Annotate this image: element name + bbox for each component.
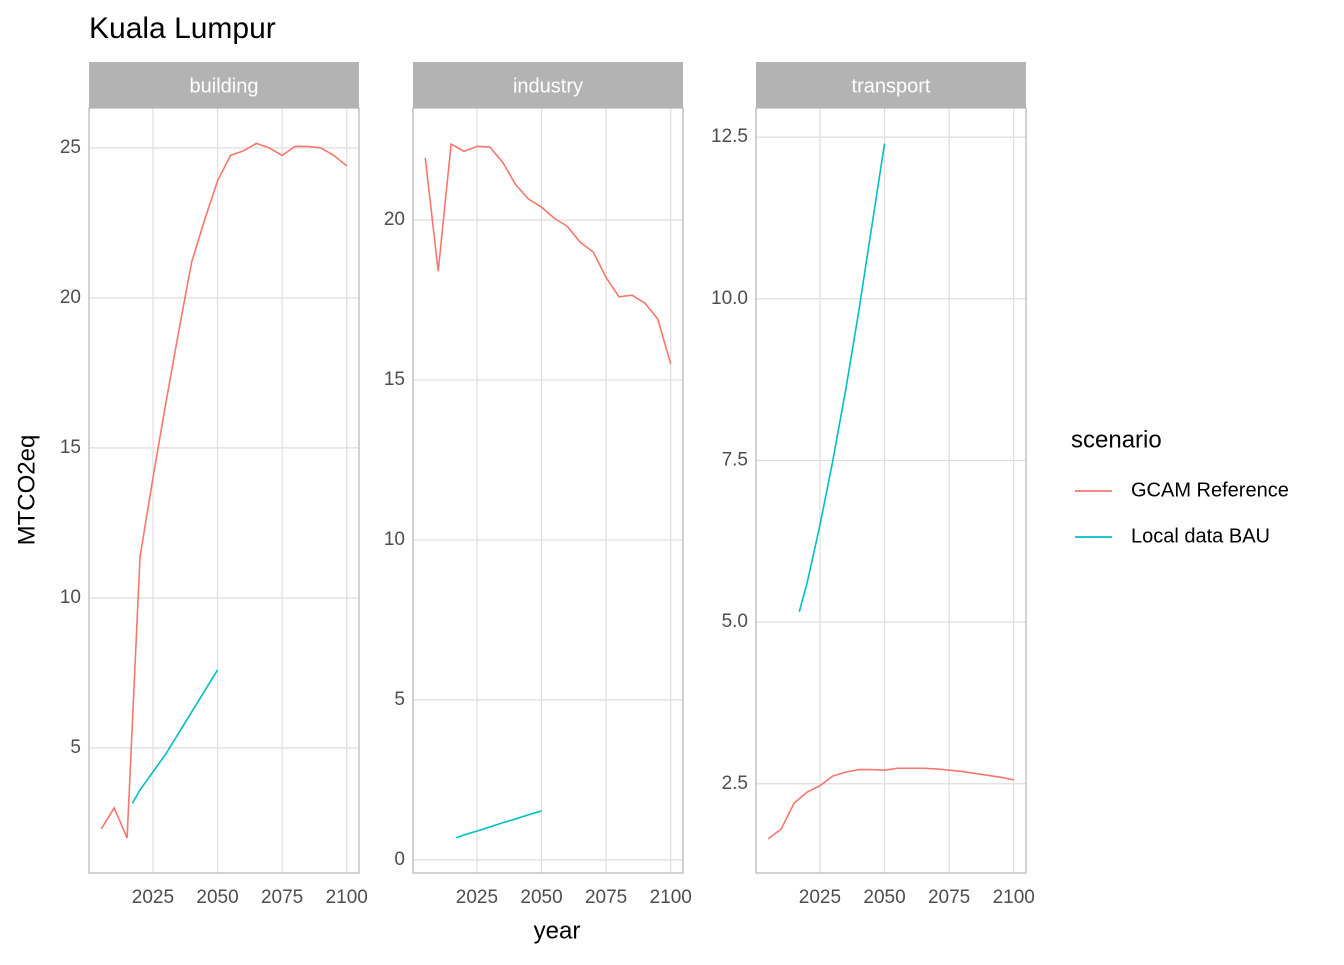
x-tick-label: 2025 <box>799 887 841 908</box>
x-tick-label: 2075 <box>261 887 303 908</box>
x-tick-label: 2025 <box>132 887 174 908</box>
facet-label: transport <box>852 75 931 97</box>
legend-label: GCAM Reference <box>1131 479 1289 501</box>
series-line <box>131 669 219 804</box>
series-line <box>456 810 542 839</box>
x-tick-label: 2100 <box>650 887 692 908</box>
panel-border <box>88 107 360 874</box>
y-tick-label: 20 <box>60 287 81 308</box>
y-tick-label: 20 <box>384 209 405 230</box>
facet-strip <box>413 62 683 108</box>
facet-label: industry <box>513 75 583 97</box>
y-tick-label: 5.0 <box>722 611 748 632</box>
series-line <box>424 142 672 365</box>
series-line <box>798 143 886 612</box>
x-tick-label: 2025 <box>456 887 498 908</box>
series-line <box>767 767 1014 840</box>
panel-border <box>412 107 684 874</box>
x-tick-label: 2050 <box>196 887 238 908</box>
y-tick-label: 10 <box>384 529 405 550</box>
x-tick-label: 2050 <box>520 887 562 908</box>
y-tick-label: 15 <box>60 437 81 458</box>
y-tick-label: 15 <box>384 369 405 390</box>
facet-strip <box>756 62 1026 108</box>
y-tick-label: 10.0 <box>711 288 748 309</box>
y-tick-label: 5 <box>70 737 81 758</box>
y-tick-label: 5 <box>394 689 405 710</box>
series-line <box>100 142 348 839</box>
legend-title: scenario <box>1071 426 1162 453</box>
x-tick-label: 2100 <box>993 887 1035 908</box>
y-tick-label: 7.5 <box>722 449 748 470</box>
y-tick-label: 12.5 <box>711 126 748 147</box>
x-tick-label: 2075 <box>928 887 970 908</box>
x-tick-label: 2075 <box>585 887 627 908</box>
chart-title: Kuala Lumpur <box>89 12 276 45</box>
x-tick-label: 2100 <box>326 887 368 908</box>
panel-border <box>755 107 1027 874</box>
y-axis-label: MTCO2eq <box>13 435 40 546</box>
x-axis-label: year <box>534 917 581 944</box>
facet-label: building <box>190 75 259 97</box>
facet-strip <box>89 62 359 108</box>
y-tick-label: 25 <box>60 137 81 158</box>
legend-label: Local data BAU <box>1131 525 1270 547</box>
x-tick-label: 2050 <box>863 887 905 908</box>
y-tick-label: 0 <box>394 849 405 870</box>
y-tick-label: 10 <box>60 587 81 608</box>
y-tick-label: 2.5 <box>722 773 748 794</box>
